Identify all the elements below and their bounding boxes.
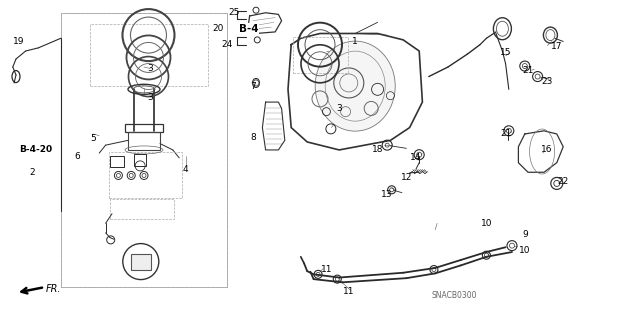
Text: 1: 1 [353,37,358,46]
Bar [90,24,208,86]
Bar [109,152,182,198]
Bar [110,156,124,167]
Text: 21: 21 [522,66,534,75]
Text: 22: 22 [557,177,569,186]
Text: 6: 6 [74,152,79,161]
Text: 15: 15 [500,48,511,57]
Text: 2: 2 [29,168,35,177]
Text: 10: 10 [519,246,531,255]
Bar [134,154,146,166]
Text: 8: 8 [250,133,255,142]
Text: 4: 4 [183,165,188,174]
Bar [125,124,163,132]
Text: 25: 25 [228,8,239,17]
Text: 12: 12 [401,173,412,182]
Text: 11: 11 [321,265,332,274]
Bar [293,37,348,73]
Text: 18: 18 [372,145,383,154]
Ellipse shape [316,41,396,131]
Text: 3: 3 [337,104,342,113]
Text: 23: 23 [541,77,553,86]
Text: 21: 21 [500,130,511,138]
Bar [131,254,151,270]
Text: 20: 20 [212,24,223,33]
Text: 7: 7 [250,82,255,91]
Text: 17: 17 [551,42,563,51]
Text: 10: 10 [481,219,492,228]
Bar [128,132,160,150]
Text: B-4-20: B-4-20 [19,145,52,154]
Text: 9: 9 [522,230,527,239]
Text: 16: 16 [541,145,553,154]
Text: 24: 24 [221,40,233,49]
Text: SNACB0300: SNACB0300 [431,291,477,300]
Text: B-4: B-4 [239,24,258,34]
Text: 3: 3 [148,64,153,73]
Text: 11: 11 [343,287,355,296]
Text: 13: 13 [381,190,393,199]
Bar [110,199,174,219]
Text: FR.: FR. [46,284,61,294]
Text: 14: 14 [410,153,422,162]
Text: 19: 19 [13,37,25,46]
Text: 5: 5 [90,134,95,143]
Bar [61,13,227,287]
Text: 3: 3 [148,93,153,102]
